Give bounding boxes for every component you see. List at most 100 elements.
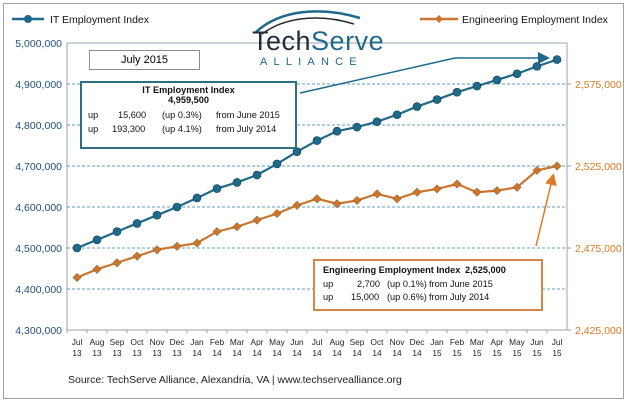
it-point [72, 243, 82, 253]
x-tick-label-month: Nov [390, 337, 406, 347]
y-left-tick-label: 4,800,000 [15, 120, 62, 132]
x-tick-label-year: 14 [212, 348, 222, 358]
x-tick-label-month: Sep [110, 337, 125, 347]
x-tick-label-year: 14 [352, 348, 362, 358]
x-tick-label-month: Feb [210, 337, 225, 347]
eng-callout: Engineering Employment Index 2,525,000 u… [313, 259, 543, 311]
it-point [432, 95, 442, 104]
plot-area [66, 42, 568, 331]
x-tick-label-month: Feb [450, 337, 465, 347]
x-tick-label-month: Nov [150, 337, 166, 347]
x-tick-label-month: Jun [530, 337, 544, 347]
y-left-tick-label: 4,400,000 [15, 284, 62, 296]
it-callout-title: IT Employment Index [142, 85, 235, 95]
eng-point [452, 179, 462, 189]
x-tick-label-year: 15 [432, 348, 442, 358]
it-callout-value: 4,959,500 [168, 95, 209, 105]
x-tick-label-month: Sep [350, 337, 365, 347]
x-tick-label-month: Jul [552, 337, 563, 347]
x-tick-label-year: 14 [332, 348, 342, 358]
eng-point [92, 264, 102, 274]
eng-point [132, 251, 142, 261]
eng-point [212, 227, 222, 237]
eng-row-2-pct: (up 0.6%) [387, 292, 427, 302]
x-tick-label-year: 14 [192, 348, 202, 358]
it-pointer-line [299, 57, 456, 94]
x-tick-label-month: Jan [190, 337, 204, 347]
it-point [132, 219, 142, 228]
x-tick-label-month: Jul [72, 337, 83, 347]
eng-point [492, 186, 502, 196]
it-point [272, 159, 282, 169]
y-left-tick-label: 4,700,000 [15, 161, 62, 173]
eng-point [552, 161, 562, 171]
it-point [92, 235, 102, 245]
eng-point [252, 215, 262, 225]
legend-it-label: IT Employment Index [50, 14, 150, 26]
it-point [552, 55, 562, 64]
it-point [292, 147, 302, 156]
x-tick-label-year: 14 [412, 348, 422, 358]
it-point [232, 178, 242, 187]
it-row-1-pct: (up 0.3%) [162, 110, 202, 120]
eng-point [292, 200, 302, 210]
it-point [112, 227, 122, 236]
it-row-2-dir: up [88, 124, 99, 134]
eng-point [172, 241, 182, 251]
x-tick-label-year: 15 [452, 348, 462, 358]
x-tick-label-month: Aug [90, 337, 105, 347]
legend-eng-label: Engineering Employment Index [462, 14, 609, 26]
eng-point [432, 184, 442, 194]
y-left-tick-label: 4,900,000 [15, 79, 62, 91]
eng-point [112, 258, 122, 268]
x-tick-label-year: 15 [472, 348, 482, 358]
it-point [372, 117, 382, 127]
eng-row-1-from: from June 2015 [429, 279, 493, 289]
x-tick-label-month: Mar [230, 337, 245, 347]
x-tick-label-year: 15 [512, 348, 522, 358]
x-tick-label-year: 14 [232, 348, 242, 358]
x-tick-label-month: Aug [330, 337, 345, 347]
logo-alliance: ALLIANCE [260, 56, 363, 68]
x-tick-label-month: Apr [491, 337, 504, 347]
legend-it-marker [24, 15, 32, 23]
eng-point [332, 199, 342, 209]
it-point [332, 126, 342, 136]
logo-swoosh-icon [255, 10, 361, 35]
it-row-1-amount: 15,600 [118, 110, 147, 120]
eng-point [512, 182, 522, 192]
y-right-tick-label: 2,575,000 [575, 79, 622, 91]
y-left-tick-label: 4,600,000 [15, 202, 62, 214]
x-tick-label-year: 15 [532, 348, 542, 358]
x-tick-label-year: 13 [112, 348, 122, 358]
logo-serve: Serve [311, 26, 385, 56]
techserve-logo: TechServe ALLIANCE [250, 8, 388, 70]
eng-point [272, 209, 282, 219]
eng-pointer-arrow [535, 173, 557, 247]
eng-point [232, 222, 242, 232]
x-tick-label-month: Jan [430, 337, 444, 347]
it-point [492, 75, 502, 85]
eng-point [192, 238, 202, 248]
x-tick-label-month: Oct [371, 337, 385, 347]
eng-point [532, 165, 542, 175]
eng-callout-value: 2,525,000 [465, 265, 506, 275]
it-point [392, 110, 402, 120]
it-row-2-from: from July 2014 [216, 124, 277, 134]
x-tick-label-year: 14 [392, 348, 402, 358]
eng-point [392, 194, 402, 204]
x-tick-label-month: Apr [251, 337, 264, 347]
it-point [472, 81, 482, 91]
eng-point [312, 194, 322, 204]
x-tick-label-month: Dec [170, 337, 185, 347]
it-row-1-dir: up [88, 110, 99, 120]
source-note: Source: TechServe Alliance, Alexandria, … [68, 374, 402, 386]
x-tick-label-year: 14 [312, 348, 322, 358]
it-point [252, 170, 262, 180]
logo-wordmark: TechServe [252, 26, 384, 57]
it-point [212, 184, 222, 193]
it-row-1-from: from June 2015 [216, 110, 280, 120]
it-point [412, 102, 422, 111]
logo-tech: Tech [252, 26, 312, 56]
